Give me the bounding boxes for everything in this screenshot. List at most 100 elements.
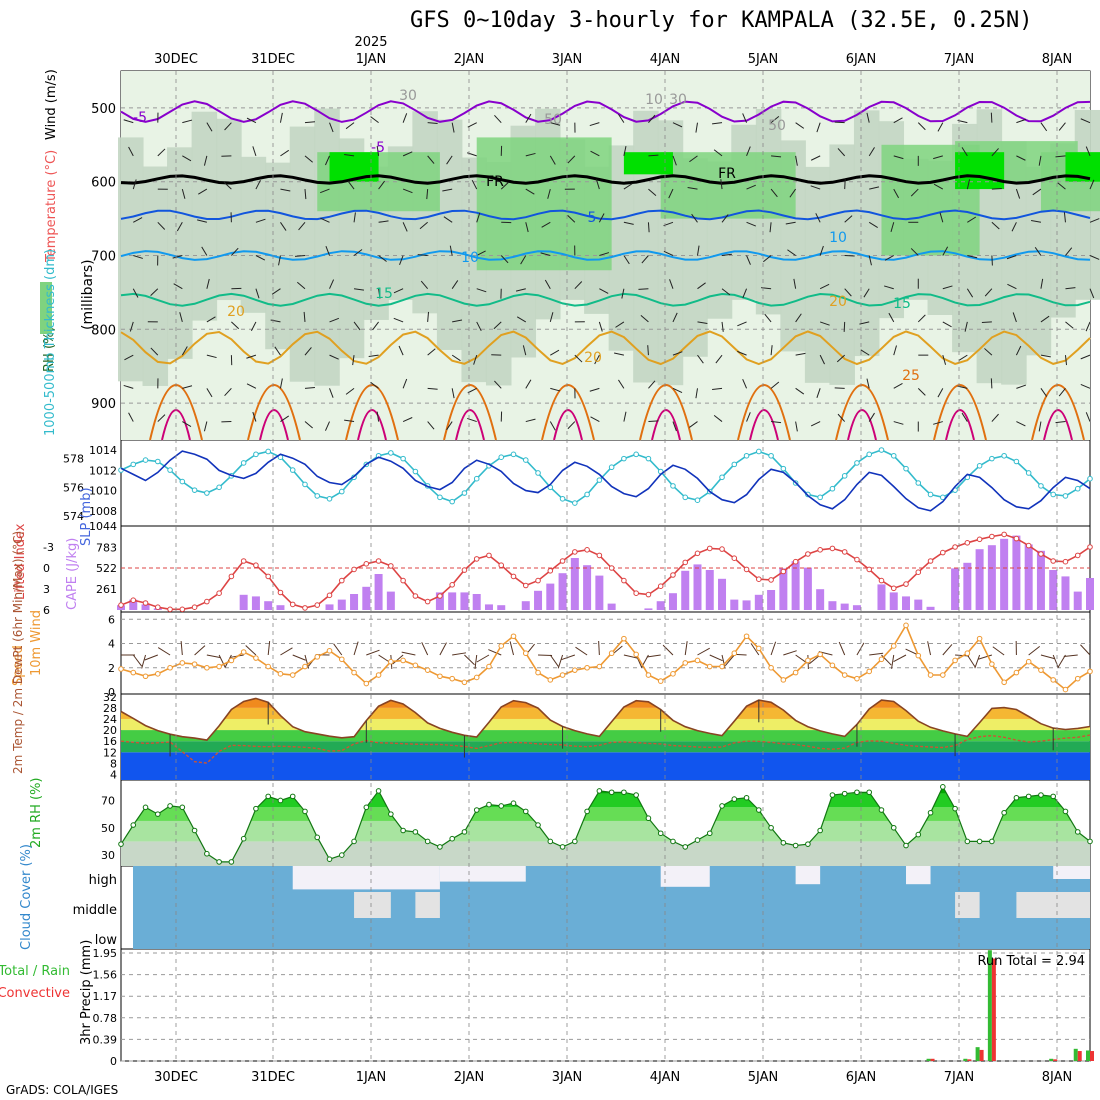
wind-barb (991, 413, 999, 422)
top-date-label: 3JAN (552, 52, 583, 67)
temperature-legend-label: Temperature (°C) (44, 150, 59, 263)
rh2m-point (1087, 838, 1093, 845)
wind-barb (713, 414, 723, 422)
wind-barb (942, 246, 949, 256)
surface-wind-barb (141, 654, 147, 669)
wind-barb (176, 222, 183, 232)
wind-barb (966, 179, 971, 190)
wind-barb (1065, 321, 1074, 329)
wind-barb (494, 380, 502, 389)
cape-bar (141, 604, 150, 610)
surface-wind-barb (1063, 654, 1078, 657)
wind-speed-point (940, 672, 946, 678)
wind-speed-point (633, 651, 639, 658)
cape-bar (1086, 578, 1094, 610)
wind-barb (520, 255, 527, 265)
rh-zone (804, 166, 831, 383)
wind-barb (574, 354, 583, 363)
wind-barb (737, 321, 747, 327)
cape-bar (840, 603, 849, 610)
wind-barb (1038, 421, 1042, 432)
surface-wind-barb (474, 654, 478, 669)
wind-barb (696, 245, 700, 256)
rh2m-point (535, 822, 541, 828)
wind-barb (324, 421, 330, 431)
warm-isotherm-arc (541, 384, 595, 441)
wind-speed-point (719, 663, 725, 670)
rh2m-point (265, 793, 271, 800)
wind-barb (795, 421, 798, 432)
wind-speed-point (952, 657, 958, 664)
isotherm-label: 20 (829, 294, 847, 310)
rh-moist-zone (660, 152, 796, 219)
rh-zone (853, 110, 880, 357)
rh2m-point (584, 808, 590, 815)
surface-wind-barb (598, 640, 600, 656)
wind-barb (689, 155, 698, 163)
wind-barb (795, 122, 805, 129)
temp-tick-label: 20 (103, 724, 117, 737)
wind-barb (544, 279, 551, 289)
wind-barb (206, 388, 213, 398)
wind-barb (378, 288, 381, 299)
wind-barb (621, 288, 625, 299)
lifted-index-point (204, 598, 210, 605)
cape-bar (264, 601, 273, 610)
thickness-point (645, 455, 652, 462)
lifted-index-point (743, 566, 750, 573)
wind-barb (893, 117, 903, 124)
thickness-tick-label: 576 (63, 481, 84, 494)
lifted-index-point (952, 544, 958, 550)
cape-bar (791, 561, 800, 610)
wind-barb (917, 314, 926, 323)
wind-barb (467, 122, 477, 128)
wind-barb (525, 188, 535, 195)
cape-bar (987, 545, 996, 610)
lifted-index-point (878, 577, 885, 584)
year-label: 2025 (354, 35, 387, 50)
wind-speed-point (424, 667, 431, 673)
wind-speed-point (1074, 675, 1081, 682)
wind-barb (1057, 182, 1066, 190)
wind-speed-point (731, 650, 738, 657)
temp-tick-label: 28 (103, 702, 117, 715)
surface-wind-barb (194, 645, 206, 656)
wind-barb (795, 387, 805, 395)
wind-speed-point (854, 675, 860, 682)
wind-barb (1089, 179, 1095, 190)
wind-barb (329, 388, 334, 398)
wind-speed-point (412, 662, 419, 669)
lifted-index-point (375, 558, 382, 564)
wind-barb (746, 412, 751, 422)
wind-barb (1080, 118, 1091, 124)
isotherm-line (120, 100, 1091, 123)
surface-wind-barb (783, 650, 797, 656)
wind-speed-point (437, 673, 443, 680)
thickness-point (621, 455, 627, 462)
wind-barb (712, 122, 723, 125)
wind-barb (984, 348, 993, 356)
wind-barb (1032, 188, 1042, 196)
lifted-index-point (976, 536, 983, 543)
cape-bar (902, 596, 911, 610)
wind-barb (598, 321, 603, 332)
cape-bar (1073, 591, 1082, 610)
wind-speed-point (1038, 667, 1044, 673)
cloud-background (133, 866, 1090, 949)
wind-barb (599, 288, 609, 294)
wind-barb (345, 122, 355, 130)
wind-barb (785, 221, 796, 225)
wind-barb (668, 188, 674, 199)
cape-bar (374, 574, 383, 610)
wind-speed-point (498, 643, 505, 649)
wind-barb (893, 155, 904, 160)
wind-barb (500, 181, 509, 190)
cape-bar (1049, 570, 1058, 610)
surface-wind-barb (709, 654, 723, 662)
rh2m-point (204, 850, 210, 857)
wind-barb (623, 255, 630, 265)
lifted-index-point (437, 593, 443, 599)
cape-bar (1012, 535, 1021, 610)
wind-barb (197, 219, 207, 223)
surface-wind-barb (392, 654, 404, 665)
